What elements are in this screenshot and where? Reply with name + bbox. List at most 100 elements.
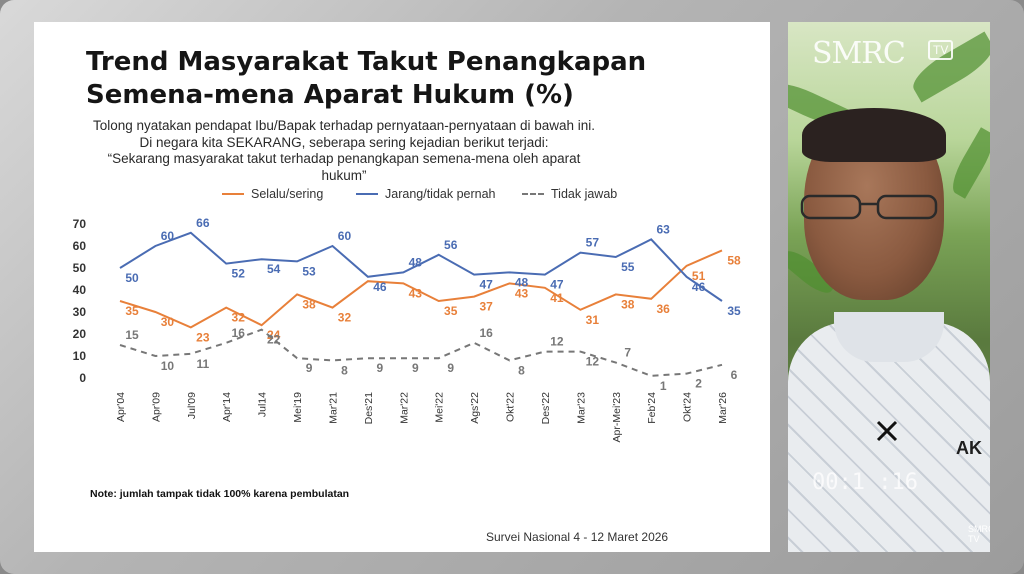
x-tick-label: Okt'22	[505, 392, 517, 422]
data-label: 46	[373, 280, 387, 294]
data-label: 15	[125, 328, 139, 342]
data-label: 58	[727, 253, 741, 267]
data-label: 8	[518, 363, 525, 377]
x-tick-label: Mar'22	[398, 392, 410, 424]
data-label: 43	[409, 286, 423, 300]
y-tick-label: 70	[73, 217, 87, 231]
data-label: 9	[306, 361, 313, 375]
data-label: 35	[444, 304, 458, 318]
legend-item-tidak-jawab: Tidak jawab	[522, 187, 617, 201]
smrc-tv-badge: TV	[928, 40, 954, 60]
data-label: 16	[479, 326, 493, 340]
data-label: 66	[196, 216, 210, 230]
x-tick-label: Apr'14	[221, 392, 233, 422]
data-label: 47	[479, 278, 493, 292]
legend-label: Tidak jawab	[551, 187, 618, 201]
legend-swatch	[522, 193, 544, 195]
data-label: 55	[621, 260, 635, 274]
survey-source: Survei Nasional 4 - 12 Maret 2026	[486, 530, 669, 544]
data-label: 51	[692, 269, 706, 283]
x-tick-label: Apr'04	[115, 392, 127, 422]
legend-swatch	[356, 193, 378, 195]
data-label: 50	[125, 271, 139, 285]
x-tick-label: Apr'09	[150, 392, 162, 422]
legend-label: Selalu/sering	[251, 187, 324, 201]
data-label: 7	[624, 346, 631, 360]
x-tick-label: Okt'24	[682, 392, 694, 422]
survey-question: Tolong nyatakan pendapat Ibu/Bapak terha…	[54, 118, 634, 184]
data-label: 37	[479, 300, 493, 314]
data-label: 48	[515, 275, 529, 289]
shirt-collar	[834, 312, 944, 362]
series-line-1	[119, 249, 723, 329]
series-line-3	[119, 328, 723, 377]
data-label: 35	[125, 304, 139, 318]
microphone-icon	[876, 420, 898, 442]
chart-title-line-1: Trend Masyarakat Takut Penangkapan	[86, 47, 647, 77]
data-label: 9	[377, 361, 384, 375]
x-tick-label: Jul14	[257, 392, 269, 417]
y-tick-label: 10	[73, 349, 87, 363]
legend-item-jarang: Jarang/tidak pernah	[356, 187, 496, 201]
x-tick-label: Apr-Mei'23	[611, 392, 623, 443]
data-label: 43	[515, 286, 529, 300]
data-label: 41	[550, 291, 564, 305]
data-label: 53	[302, 264, 316, 278]
data-label: 52	[232, 267, 246, 281]
data-label: 10	[161, 359, 175, 373]
y-tick-label: 30	[73, 305, 87, 319]
legend-item-selalu: Selalu/sering	[222, 187, 323, 201]
data-label: 35	[727, 304, 741, 318]
question-line: hukum”	[321, 167, 367, 183]
data-label: 31	[586, 313, 600, 327]
video-timecode: 00:1 :16	[812, 470, 918, 495]
data-label: 9	[447, 361, 454, 375]
palm-leaf	[945, 127, 990, 199]
x-tick-label: Mar'23	[575, 392, 587, 424]
series-line-2	[119, 231, 723, 302]
x-tick-label: Mei'22	[434, 392, 446, 423]
data-label: 48	[409, 255, 423, 269]
data-label: 63	[656, 222, 670, 236]
question-line: Di negara kita SEKARANG, seberapa sering…	[139, 134, 549, 150]
data-label: 8	[341, 363, 348, 377]
data-label: 36	[656, 302, 670, 316]
x-tick-label: Feb'24	[646, 392, 658, 424]
data-label: 32	[338, 311, 352, 325]
smrc-tv-watermark: SMRC TV	[968, 524, 990, 544]
rounding-note: Note: jumlah tampak tidak 100% karena pe…	[90, 488, 350, 500]
data-label: 11	[196, 357, 209, 371]
glasses-icon	[800, 194, 938, 220]
data-label: 12	[586, 355, 600, 369]
shirt-logo-text: AK	[956, 438, 982, 458]
data-label: 46	[692, 280, 706, 294]
data-label: 16	[232, 326, 246, 340]
data-label: 30	[161, 315, 175, 329]
x-tick-label: Des'21	[363, 392, 375, 425]
y-tick-label: 60	[73, 239, 87, 253]
data-label: 22	[267, 333, 281, 347]
y-tick-label: 50	[73, 261, 87, 275]
smrc-logo: SMRC	[812, 36, 906, 71]
data-label: 23	[196, 330, 210, 344]
data-label: 6	[731, 368, 738, 382]
y-tick-label: 40	[73, 283, 87, 297]
data-label: 12	[550, 335, 564, 349]
presentation-slide: Trend Masyarakat Takut Penangkapan Semen…	[34, 22, 770, 552]
x-tick-label: Mar'21	[327, 392, 339, 424]
data-label: 47	[550, 278, 564, 292]
data-label: 2	[695, 377, 702, 391]
x-tick-label: Ags'22	[469, 392, 481, 424]
legend-label: Jarang/tidak pernah	[385, 187, 496, 201]
video-panel: SMRC TV AK 00:1 :16 SMRC TV	[788, 22, 990, 552]
x-tick-label: Des'22	[540, 392, 552, 425]
chart-legend: Selalu/sering Jarang/tidak pernah Tidak …	[34, 187, 770, 207]
data-label: 57	[586, 236, 600, 250]
data-label: 54	[267, 262, 281, 276]
question-line: “Sekarang masyarakat takut terhadap pena…	[107, 151, 581, 166]
data-label: 38	[302, 297, 316, 311]
data-label: 38	[621, 297, 635, 311]
line-chart: 0 10 20 30 40 50 60 70 Apr'04 Apr'09 Jul'09 Apr'14 J…	[73, 216, 741, 443]
data-label: 1	[660, 379, 667, 393]
